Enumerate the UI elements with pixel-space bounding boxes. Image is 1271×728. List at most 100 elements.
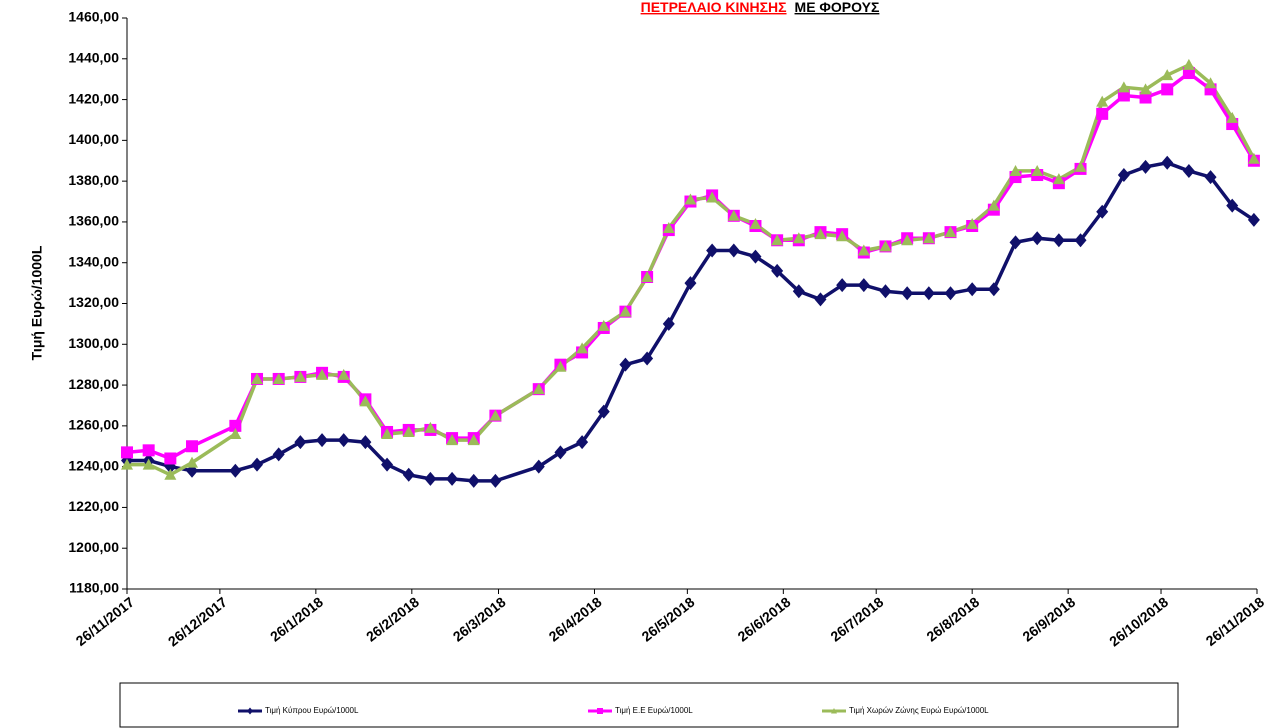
marker — [1204, 170, 1217, 185]
marker — [467, 434, 480, 446]
marker — [229, 419, 242, 432]
x-tick-label: 26/3/2018 — [450, 594, 509, 645]
marker — [1031, 164, 1044, 176]
marker — [771, 234, 784, 246]
marker — [402, 425, 415, 437]
marker — [532, 459, 545, 474]
marker — [966, 282, 979, 297]
x-tick-label: 26/7/2018 — [827, 594, 886, 645]
marker — [1226, 198, 1239, 213]
marker — [1204, 77, 1217, 89]
marker — [359, 435, 372, 450]
y-tick-label: 1220,00 — [68, 498, 119, 514]
x-tick-label: 26/11/2018 — [1203, 594, 1268, 649]
chart-title: ΠΕΤΡΕΛΑΙΟ ΚΙΝΗΣΗΣ ΜΕ ΦΟΡΟΥΣ — [641, 0, 880, 15]
marker — [836, 230, 849, 242]
marker — [857, 244, 870, 256]
marker — [467, 473, 480, 488]
x-tick-label: 26/6/2018 — [735, 594, 794, 645]
y-tick-label: 1460,00 — [68, 9, 119, 25]
marker — [1161, 83, 1174, 96]
x-tick-label: 26/10/2018 — [1106, 594, 1171, 650]
marker — [706, 191, 719, 203]
marker — [359, 395, 372, 407]
x-tick-label: 26/1/2018 — [267, 594, 326, 645]
marker — [987, 199, 1000, 211]
marker — [1226, 118, 1239, 131]
marker — [294, 370, 307, 382]
marker — [1031, 231, 1044, 246]
marker — [641, 351, 654, 366]
x-tick-label: 26/12/2017 — [165, 594, 230, 650]
legend-label: Τιμή Κύπρου Ευρώ/1000L — [265, 706, 359, 715]
marker — [1247, 152, 1260, 164]
marker — [771, 263, 784, 278]
marker — [922, 232, 935, 244]
marker — [749, 249, 762, 264]
marker — [142, 444, 155, 457]
x-tick-label: 26/5/2018 — [639, 594, 698, 645]
marker — [1117, 168, 1130, 183]
marker — [684, 276, 697, 291]
marker — [922, 286, 935, 301]
marker — [489, 473, 502, 488]
x-tick-label: 26/11/2017 — [73, 594, 138, 649]
marker — [121, 446, 133, 459]
marker — [1182, 58, 1195, 70]
marker — [554, 360, 567, 372]
marker — [337, 433, 350, 448]
y-tick-label: 1440,00 — [68, 49, 119, 65]
marker — [1074, 233, 1087, 248]
marker — [381, 428, 394, 440]
marker — [576, 342, 589, 354]
marker — [121, 458, 133, 470]
marker — [1226, 111, 1239, 123]
marker — [1096, 204, 1109, 219]
y-tick-label: 1180,00 — [69, 580, 119, 596]
marker — [814, 292, 827, 307]
marker — [1009, 164, 1022, 176]
marker — [446, 471, 459, 486]
marker — [424, 421, 437, 433]
marker — [337, 368, 350, 380]
marker — [597, 319, 610, 331]
marker — [1096, 95, 1109, 107]
marker — [1161, 69, 1174, 81]
y-axis-label: Τιμή Ευρώ/1000L — [29, 245, 45, 360]
marker — [641, 270, 654, 282]
marker — [576, 435, 589, 450]
legend-label: Τιμή Ε.Ε Ευρώ/1000L — [615, 706, 693, 715]
x-tick-label: 26/4/2018 — [546, 594, 605, 645]
y-tick-label: 1200,00 — [68, 539, 119, 555]
marker — [662, 222, 675, 234]
marker — [229, 463, 242, 478]
marker — [247, 707, 253, 715]
marker — [879, 240, 892, 252]
marker — [901, 234, 914, 246]
marker — [597, 404, 610, 419]
marker — [1139, 159, 1152, 174]
marker — [1182, 67, 1195, 80]
x-tick-label: 26/2/2018 — [363, 594, 422, 645]
marker — [1117, 81, 1130, 93]
series-line — [127, 160, 1255, 483]
marker — [619, 357, 632, 372]
marker — [1074, 160, 1087, 172]
legend-label: Τιμή Χωρών Ζώνης Ευρώ Ευρώ/1000L — [849, 706, 989, 715]
marker — [836, 278, 849, 293]
marker — [294, 435, 307, 450]
marker — [424, 471, 437, 486]
marker — [966, 217, 979, 229]
y-tick-label: 1240,00 — [68, 457, 119, 473]
marker — [1161, 155, 1174, 170]
y-tick-label: 1280,00 — [68, 376, 119, 392]
y-tick-label: 1320,00 — [68, 294, 119, 310]
marker — [1139, 91, 1152, 104]
y-tick-label: 1360,00 — [68, 213, 119, 229]
marker — [1117, 89, 1130, 102]
marker — [749, 217, 762, 229]
marker — [831, 708, 837, 714]
marker — [857, 278, 870, 293]
marker — [662, 316, 675, 331]
